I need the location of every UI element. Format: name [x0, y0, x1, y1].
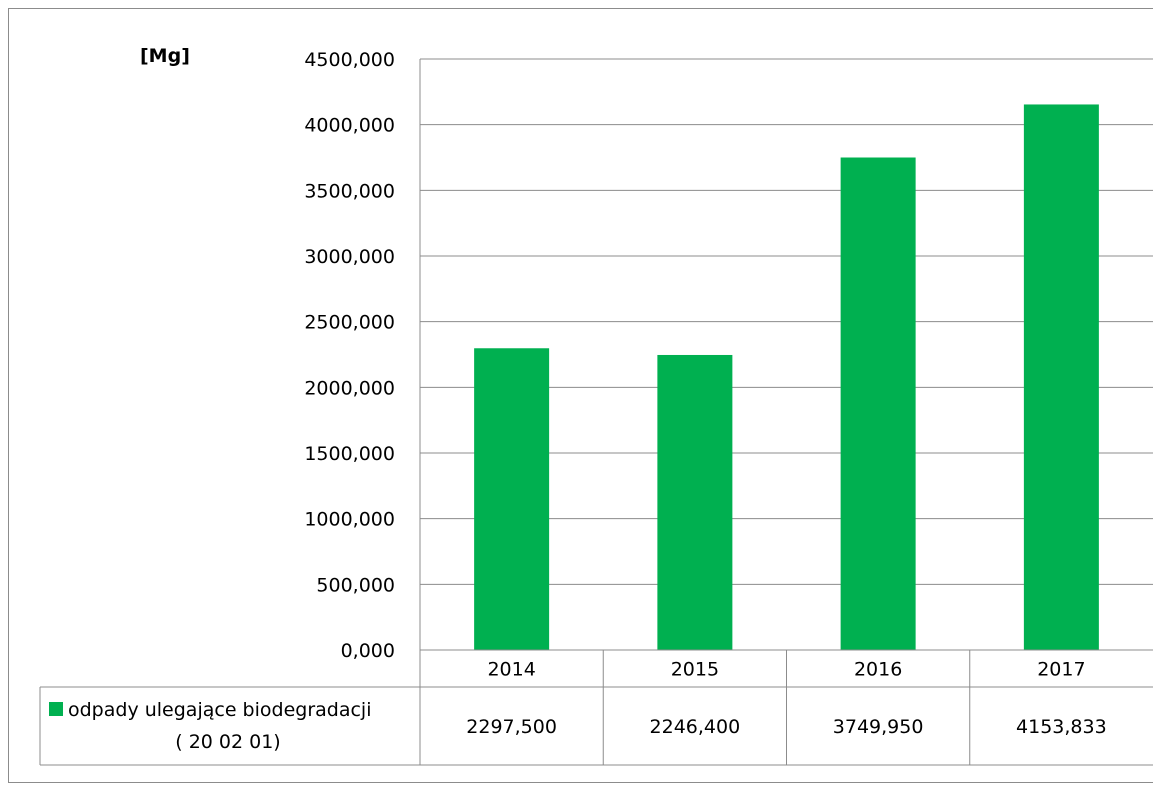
bar-2015 [657, 354, 733, 650]
bar-2016 [840, 157, 916, 650]
y-tick-label: 1500,000 [304, 443, 395, 465]
y-tick-label: 2000,000 [304, 377, 395, 399]
y-tick-label: 3500,000 [304, 180, 395, 202]
x-tick-label: 2014 [487, 659, 535, 681]
y-tick-label: 0,000 [341, 640, 395, 662]
legend-series-code: ( 20 02 01) [175, 731, 280, 753]
y-tick-label: 4000,000 [304, 115, 395, 137]
data-label: 4153,833 [1016, 716, 1107, 738]
legend-series-name: odpady ulegające biodegradacji [68, 699, 371, 721]
bars [474, 104, 1099, 651]
bar-2014 [474, 348, 550, 650]
legend-swatch [49, 702, 63, 716]
y-tick-label: 4500,000 [304, 49, 395, 71]
unit-label: [Mg] [140, 45, 190, 67]
x-tick-label: 2016 [854, 659, 902, 681]
chart-frame [8, 8, 1153, 783]
data-label: 2246,400 [650, 716, 741, 738]
data-label: 3749,950 [833, 716, 924, 738]
bar-2017 [1023, 104, 1099, 651]
y-tick-labels: 0,000 500,000 1000,000 1500,000 2000,000 2500… [304, 49, 395, 662]
y-tick-label: 1000,000 [304, 509, 395, 531]
x-tick-label: 2017 [1037, 659, 1085, 681]
data-label: 2297,500 [466, 716, 557, 738]
x-tick-label: 2015 [671, 659, 719, 681]
data-table: 2014 2297,500 2015 2246,400 2016 3749,950 2017… [39, 649, 1153, 766]
y-tick-label: 3000,000 [304, 246, 395, 268]
y-tick-label: 2500,000 [304, 312, 395, 334]
y-tick-label: 500,000 [316, 574, 395, 596]
